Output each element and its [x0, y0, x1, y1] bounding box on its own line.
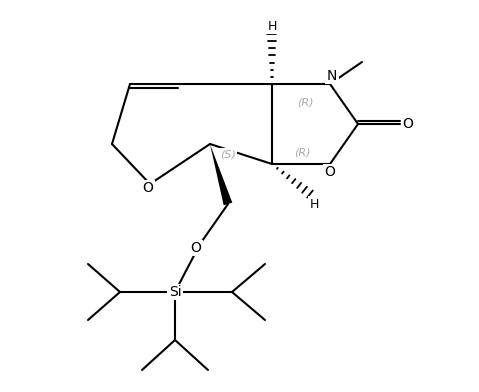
Text: O: O — [402, 117, 413, 131]
Text: O: O — [325, 165, 335, 179]
Polygon shape — [210, 144, 232, 205]
Text: (S): (S) — [220, 149, 236, 159]
Text: (R): (R) — [294, 147, 310, 157]
Text: Si: Si — [169, 285, 182, 299]
Text: O: O — [143, 181, 153, 195]
Text: H: H — [309, 198, 319, 211]
Text: H: H — [267, 20, 277, 33]
Text: N: N — [327, 69, 337, 83]
Text: (R): (R) — [297, 97, 313, 107]
Text: O: O — [191, 241, 202, 255]
